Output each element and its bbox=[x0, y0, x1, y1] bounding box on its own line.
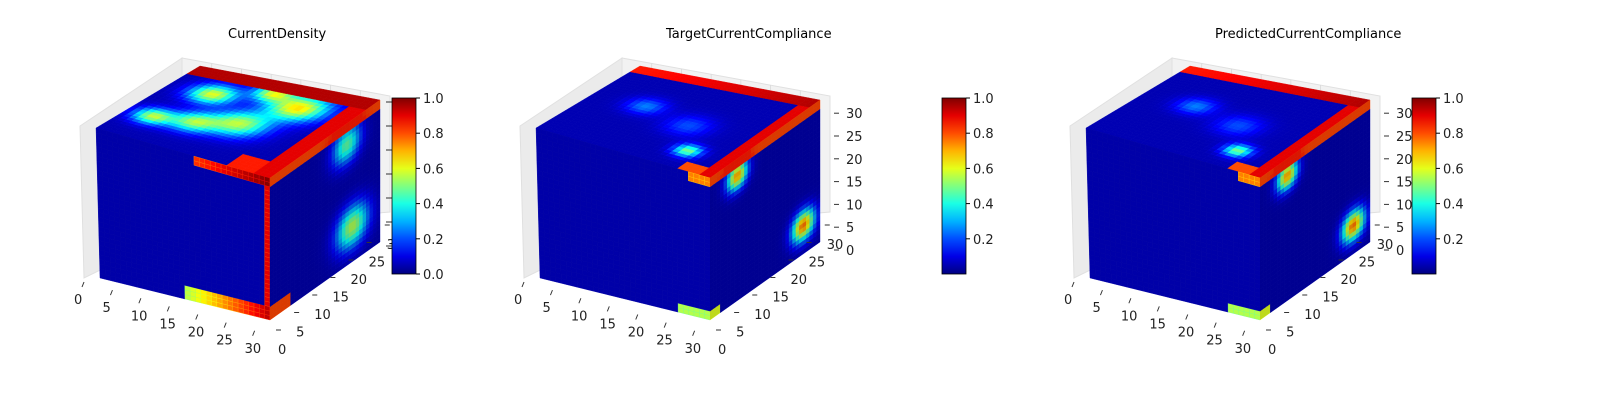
chart-panel-1: 051015202530051015202530CurrentDensity0.… bbox=[74, 27, 444, 358]
x-tick-label: 5 bbox=[102, 301, 110, 316]
y-tick-label: 10 bbox=[314, 308, 331, 323]
x-tick-label: 30 bbox=[245, 342, 262, 357]
x-tick-mark bbox=[138, 298, 142, 304]
y-tick-label: 25 bbox=[369, 256, 386, 271]
x-tick-mark bbox=[109, 289, 113, 296]
x-tick-label: 0 bbox=[74, 293, 82, 308]
x-tick-mark bbox=[223, 322, 227, 328]
y-tick-label: 0 bbox=[278, 343, 286, 358]
colorbar-tick-label: 1.0 bbox=[423, 92, 444, 107]
chart-title: CurrentDensity bbox=[228, 27, 327, 42]
x-tick-mark bbox=[195, 314, 199, 320]
colorbar-tick-label: 0.0 bbox=[423, 268, 444, 283]
x-tick-mark bbox=[81, 281, 85, 288]
colorbar-tick-label: 0.8 bbox=[423, 127, 444, 142]
x-tick-label: 25 bbox=[216, 334, 233, 349]
y-tick-label: 5 bbox=[296, 326, 304, 341]
colorbar-tick-label: 0.2 bbox=[423, 233, 444, 248]
colorbar bbox=[391, 97, 417, 275]
x-tick-mark bbox=[166, 306, 170, 312]
x-tick-label: 10 bbox=[131, 309, 148, 324]
colorbar-tick-label: 0.4 bbox=[423, 198, 444, 213]
y-tick-label: 20 bbox=[351, 273, 368, 288]
colorbar-tick-label: 0.6 bbox=[423, 162, 444, 177]
x-tick-mark bbox=[252, 330, 256, 336]
x-tick-label: 15 bbox=[159, 317, 176, 332]
x-tick-label: 20 bbox=[188, 326, 205, 341]
y-tick-label: 15 bbox=[332, 291, 349, 306]
